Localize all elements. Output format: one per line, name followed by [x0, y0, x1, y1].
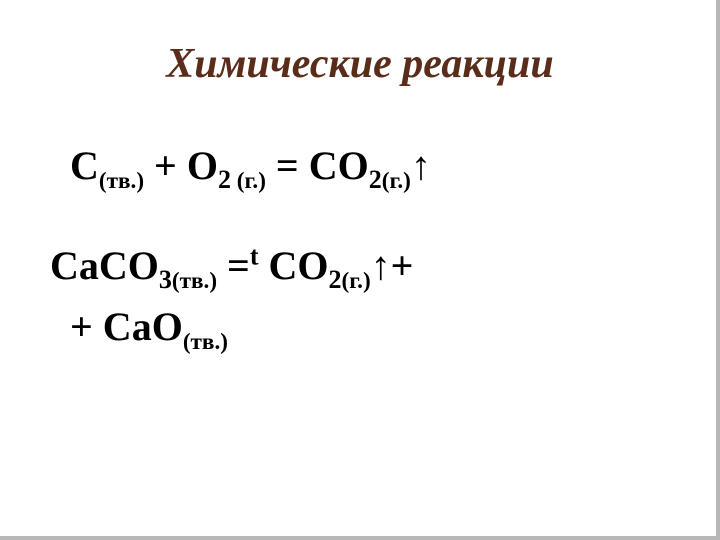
eq2-cao-a: а — [132, 304, 152, 349]
eq2-cao-state: (тв.) — [183, 329, 228, 355]
eq1-carbon: С — [70, 143, 99, 188]
eq1-oxygen-sub: 2 — [218, 165, 231, 194]
eq1-co2: СО — [309, 143, 369, 188]
eq2-caco3: СаСО — [50, 243, 159, 288]
shadow-bottom — [0, 536, 720, 540]
equation-1: С(тв.) + О2 (г.) = СО2(г.)↑ — [70, 138, 680, 198]
eq1-carbon-state: (тв.) — [99, 168, 144, 194]
eq1-oxygen: О — [187, 143, 218, 188]
shadow-right — [716, 0, 720, 540]
slide-container: Химические реакции С(тв.) + О2 (г.) = СО… — [0, 0, 720, 540]
eq2-continuation: + СаО(тв.) — [70, 299, 680, 358]
eq2-arrow: ↑ — [371, 243, 391, 288]
eq2-plus-start: + — [70, 304, 103, 349]
eq2-co2-state: (г.) — [342, 268, 371, 294]
eq2-caco3-sub: 3 — [159, 265, 172, 294]
eq1-co2-state: (г.) — [382, 168, 411, 194]
eq2-space — [259, 243, 269, 288]
eq2-co2: СО — [269, 243, 329, 288]
eq2-equals: = — [217, 243, 250, 288]
slide-title: Химические реакции — [40, 40, 680, 88]
eq2-temp: t — [250, 242, 259, 271]
eq1-equals: = — [266, 143, 309, 188]
eq1-plus: + — [144, 143, 187, 188]
eq2-cao-o: О — [152, 304, 183, 349]
eq2-cao-c: С — [103, 304, 132, 349]
eq1-arrow: ↑ — [411, 143, 431, 188]
eq2-plus-end: + — [391, 243, 414, 288]
eq2-caco3-state: (тв.) — [172, 268, 217, 294]
eq2-co2-sub: 2 — [329, 265, 342, 294]
eq1-oxygen-state: (г.) — [231, 168, 266, 194]
eq1-co2-sub: 2 — [369, 165, 382, 194]
equation-2: СаСО3(тв.) =t СО2(г.)↑+ + СаО(тв.) — [50, 238, 680, 358]
